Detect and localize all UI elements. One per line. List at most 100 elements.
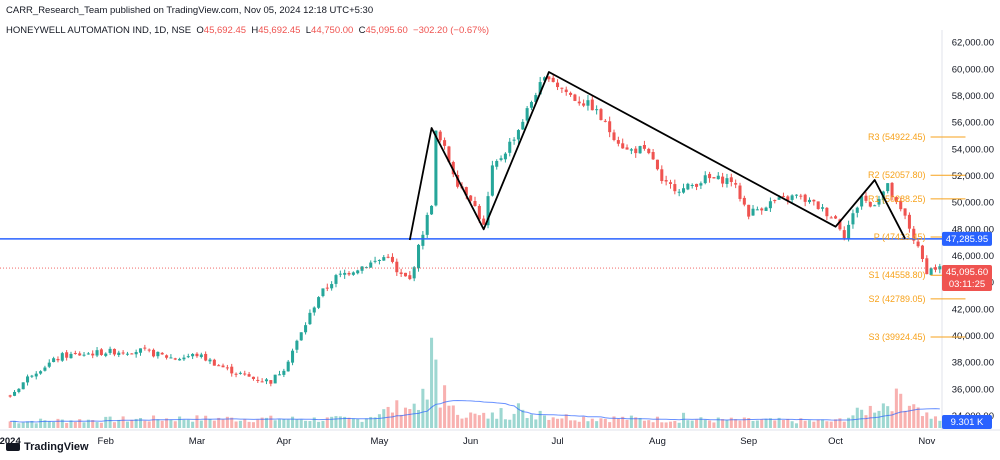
candle-body xyxy=(334,275,338,284)
candle-body xyxy=(217,365,221,367)
candle-body xyxy=(855,207,859,213)
candle-body xyxy=(599,109,603,121)
candle-body xyxy=(668,182,673,184)
volume-bar xyxy=(786,418,790,428)
volume-bar xyxy=(421,388,425,428)
volume-tag-text: 9.301 K xyxy=(951,417,984,428)
candle-body xyxy=(564,89,568,93)
candle-body xyxy=(873,205,877,207)
candle-body xyxy=(351,272,355,275)
volume-bar xyxy=(17,423,21,428)
candle-body xyxy=(69,353,73,359)
volume-bar xyxy=(803,420,807,428)
volume-bar xyxy=(308,421,312,428)
x-tick-label: Jun xyxy=(463,436,478,447)
candle-body xyxy=(95,350,99,356)
volume-bar xyxy=(512,413,516,428)
candle-body xyxy=(403,272,408,277)
candle-body xyxy=(629,149,633,151)
candle-body xyxy=(625,147,629,150)
volume-bar xyxy=(169,419,173,428)
volume-bar xyxy=(360,421,364,428)
volume-bar xyxy=(538,410,542,428)
candle-body xyxy=(508,141,512,153)
change-value: −302.20 (−0.67%) xyxy=(413,25,490,36)
volume-bar xyxy=(747,418,751,428)
candle-body xyxy=(760,208,764,211)
volume-bar xyxy=(673,420,677,428)
tradingview-logo[interactable]: TradingView xyxy=(6,441,89,453)
volume-bar xyxy=(351,418,355,428)
candle-body xyxy=(482,218,486,225)
volume-bar xyxy=(690,420,694,428)
volume-bar xyxy=(182,419,186,428)
candle-body xyxy=(412,267,416,279)
candle-body xyxy=(538,82,542,95)
pivot-label: R1 (50288.25) xyxy=(868,194,926,204)
candle-body xyxy=(377,259,381,261)
y-tick-label: 36,000.00 xyxy=(952,384,994,395)
volume-bar xyxy=(343,416,347,428)
volume-bar xyxy=(425,399,429,428)
volume-bar xyxy=(304,420,308,428)
candle-body xyxy=(52,358,56,363)
tradingview-logo-text: TradingView xyxy=(24,441,89,453)
candle-body xyxy=(781,196,785,198)
volume-bar xyxy=(234,421,238,428)
volume-bar xyxy=(508,419,512,428)
volume-bar xyxy=(191,421,195,428)
volume-bar xyxy=(212,420,216,428)
candle-body xyxy=(933,267,938,270)
volume-bar xyxy=(417,409,421,428)
x-tick-label: Sep xyxy=(740,436,757,447)
volume-bar xyxy=(482,412,486,428)
volume-bar xyxy=(603,418,607,428)
volume-bar xyxy=(403,407,408,428)
volume-bar xyxy=(330,416,334,428)
volume-bar xyxy=(264,417,268,428)
volume-bar xyxy=(677,422,681,428)
close-value: 45,095.60 xyxy=(365,25,408,36)
candle-body xyxy=(469,195,473,201)
candle-body xyxy=(208,359,212,362)
volume-bar xyxy=(334,416,338,428)
volume-bar xyxy=(642,420,646,428)
candle-body xyxy=(868,201,872,207)
candle-body xyxy=(734,183,738,185)
volume-bar xyxy=(82,422,86,428)
volume-bar xyxy=(99,422,103,428)
volume-bar xyxy=(143,420,147,428)
candle-body xyxy=(425,214,429,235)
candle-body xyxy=(569,92,573,95)
volume-bar xyxy=(799,418,803,428)
volume-bar xyxy=(695,419,699,428)
candle-body xyxy=(369,262,373,268)
volume-bar xyxy=(725,420,729,428)
candle-body xyxy=(108,348,112,353)
candle-body xyxy=(121,352,125,354)
candle-body xyxy=(134,352,138,355)
candle-body xyxy=(690,184,694,186)
candle-body xyxy=(308,312,312,325)
candle-body xyxy=(816,201,820,210)
candle-body xyxy=(73,352,77,354)
volume-bar xyxy=(525,418,529,428)
volume-bar xyxy=(655,416,659,428)
candle-body xyxy=(612,132,616,141)
volume-bar xyxy=(742,417,746,428)
candle-body xyxy=(786,196,790,201)
x-tick-label: Jul xyxy=(551,436,563,447)
y-tick-label: 48,000.00 xyxy=(952,224,994,235)
volume-bar xyxy=(829,421,833,428)
volume-bar xyxy=(451,405,455,428)
candle-body xyxy=(104,353,108,356)
volume-bar xyxy=(91,420,95,428)
volume-bar xyxy=(812,421,816,428)
volume-bar xyxy=(208,418,212,428)
candle-body xyxy=(295,340,299,350)
candle-body xyxy=(221,365,225,368)
volume-bar xyxy=(729,417,733,428)
publish-info: CARR_Research_Team published on TradingV… xyxy=(6,5,374,16)
candle-body xyxy=(234,373,238,375)
